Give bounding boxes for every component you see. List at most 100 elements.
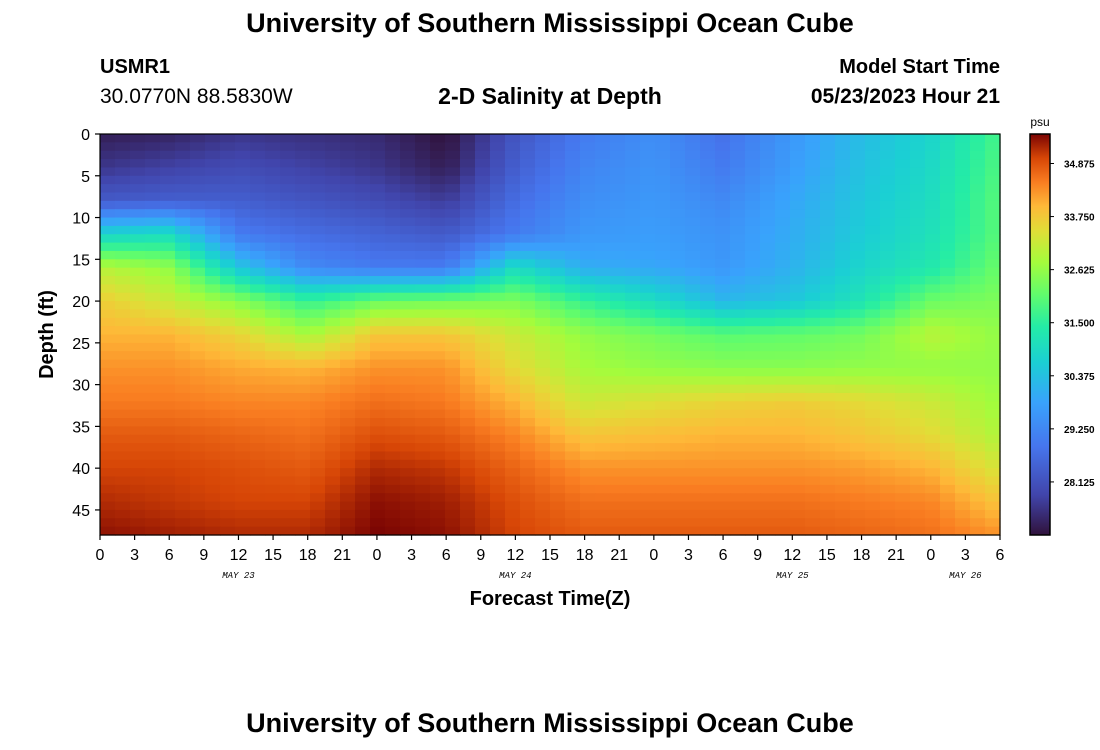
heatmap-cell [760,367,776,377]
heatmap-cell [115,367,131,377]
heatmap-cell [220,509,236,519]
heatmap-cell [370,167,386,177]
heatmap-cell [520,234,536,244]
heatmap-cell [415,192,431,202]
heatmap-cell [130,209,146,219]
heatmap-cell [385,225,401,235]
heatmap-cell [535,367,551,377]
heatmap-cell [355,134,371,143]
heatmap-cell [955,401,971,411]
y-tick-label: 25 [72,336,90,353]
heatmap-cell [145,384,161,394]
heatmap-cell [625,159,641,169]
heatmap-cell [430,175,446,185]
heatmap-cell [925,184,941,194]
heatmap-cell [370,242,386,252]
heatmap-cell [370,142,386,152]
heatmap-cell [340,292,356,302]
heatmap-cell [265,200,281,210]
heatmap-cell [595,476,611,486]
heatmap-cell [340,367,356,377]
heatmap-cell [610,468,626,478]
heatmap-cell [805,292,821,302]
heatmap-cell [385,200,401,210]
heatmap-cell [400,476,416,486]
heatmap-cell [760,426,776,436]
heatmap-cell [820,409,836,419]
heatmap-cell [640,367,656,377]
heatmap-cell [160,459,176,469]
heatmap-cell [535,434,551,444]
heatmap-cell [775,200,791,210]
heatmap-cell [970,518,986,528]
heatmap-cell [505,351,521,361]
heatmap-cell [265,301,281,311]
heatmap-cell [505,367,521,377]
heatmap-cell [625,351,641,361]
heatmap-cell [820,459,836,469]
heatmap-cell [415,242,431,252]
heatmap-cell [505,493,521,503]
heatmap-cell [280,351,296,361]
heatmap-cell [760,392,776,402]
heatmap-cell [835,384,851,394]
heatmap-cell [505,259,521,269]
heatmap-cell [910,518,926,528]
heatmap-cell [175,200,191,210]
heatmap-cell [565,501,581,511]
heatmap-cell [700,426,716,436]
heatmap-cell [265,501,281,511]
heatmap-cell [820,434,836,444]
heatmap-cell [235,459,251,469]
heatmap-cell [220,276,236,285]
x-axis-label: Forecast Time(Z) [470,588,631,610]
heatmap-cell [685,259,701,269]
heatmap-cell [835,392,851,402]
heatmap-cell [355,493,371,503]
heatmap-cell [385,367,401,377]
heatmap-cell [985,409,1001,419]
heatmap-cell [880,476,896,486]
heatmap-cell [280,150,296,160]
heatmap-cell [955,301,971,311]
heatmap-cell [250,150,266,160]
heatmap-cell [955,526,971,536]
heatmap-cell [475,367,491,377]
heatmap-cell [595,376,611,386]
heatmap-cell [550,342,566,352]
heatmap-cell [250,392,266,402]
y-tick-label: 30 [72,378,90,395]
heatmap-cell [985,493,1001,503]
heatmap-cell [670,451,686,461]
heatmap-cell [835,351,851,361]
heatmap-cell [760,234,776,244]
heatmap-cell [835,142,851,152]
heatmap-cell [175,292,191,302]
heatmap-cell [490,309,506,319]
heatmap-cell [310,225,326,235]
heatmap-cell [280,192,296,202]
heatmap-cell [865,409,881,419]
heatmap-cell [730,509,746,519]
heatmap-cell [985,234,1001,244]
heatmap-cell [160,276,176,285]
heatmap-cell [265,225,281,235]
heatmap-cell [490,518,506,528]
heatmap-cell [610,301,626,311]
heatmap-cell [115,284,131,294]
heatmap-cell [745,200,761,210]
heatmap-cell [895,134,911,143]
heatmap-cell [895,401,911,411]
heatmap-cell [595,159,611,169]
heatmap-cell [805,426,821,436]
heatmap-cell [700,493,716,503]
heatmap-cell [295,242,311,252]
heatmap-cell [865,451,881,461]
heatmap-cell [730,526,746,536]
heatmap-cell [790,342,806,352]
heatmap-cell [370,234,386,244]
heatmap-cell [250,459,266,469]
heatmap-cell [280,267,296,277]
heatmap-cell [490,451,506,461]
